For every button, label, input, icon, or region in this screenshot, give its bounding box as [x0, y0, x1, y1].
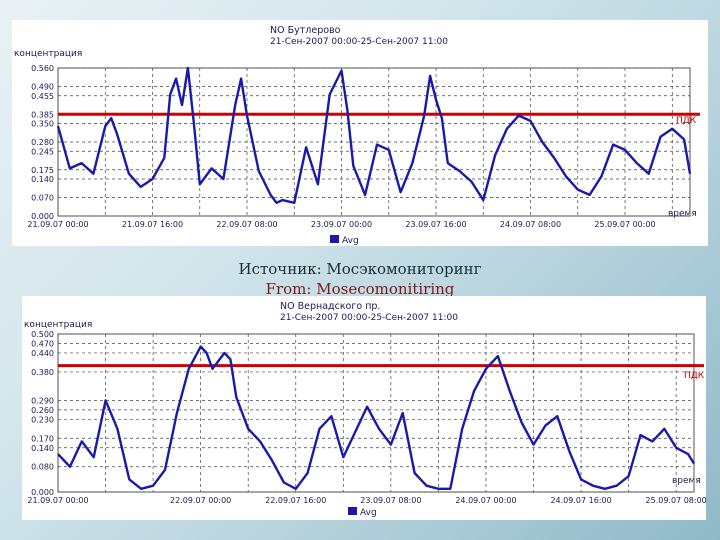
x-tick-label: 23.09.07 16:00 [405, 220, 466, 229]
chart-panel-vernadskogo: NO Вернадского пр. 21-Сен-2007 00:00-25-… [22, 296, 706, 520]
chart-title: NO Бутлерово [270, 25, 341, 36]
y-tick-label: 0.070 [31, 194, 54, 203]
y-tick-label: 0.000 [31, 212, 54, 221]
y-tick-label: 0.245 [31, 147, 54, 156]
y-tick-label: 0.260 [31, 406, 54, 415]
chart-subtitle: 21-Сен-2007 00:00-25-Сен-2007 11:00 [270, 37, 448, 47]
x-tick-label: 21.09.07 00:00 [27, 220, 88, 229]
y-tick-label: 0.500 [31, 330, 54, 339]
chart-subtitle: 21-Сен-2007 00:00-25-Сен-2007 11:00 [280, 313, 458, 323]
chart-vernadskogo: NO Вернадского пр. 21-Сен-2007 00:00-25-… [24, 301, 706, 518]
y-tick-label: 0.560 [31, 64, 54, 73]
y-tick-label: 0.490 [31, 83, 54, 92]
caption-source-en: From: Mosecomonitiring [265, 280, 455, 298]
y-tick-label: 0.385 [31, 110, 54, 119]
y-tick-label: 0.455 [31, 92, 54, 101]
legend-swatch [330, 235, 339, 243]
x-tick-label: 21.09.07 16:00 [122, 220, 183, 229]
legend-swatch [348, 507, 357, 515]
y-tick-label: 0.170 [31, 434, 54, 443]
y-axis-label: концентрация [14, 49, 82, 59]
y-tick-label: 0.140 [31, 444, 54, 453]
y-tick-label: 0.175 [31, 166, 54, 175]
x-tick-label: 23.09.07 00:00 [311, 220, 372, 229]
y-tick-label: 0.140 [31, 175, 54, 184]
x-axis-label: время [672, 476, 701, 486]
y-tick-label: 0.080 [31, 463, 54, 472]
caption-source-ru: Источник: Мосэкомониторинг [238, 260, 482, 278]
chart-butlerovo: NO Бутлерово 21-Сен-2007 00:00-25-Сен-20… [14, 25, 700, 246]
legend-label: Avg [342, 236, 359, 246]
chart-title: NO Вернадского пр. [280, 301, 380, 312]
y-tick-label: 0.230 [31, 415, 54, 424]
x-tick-label: 22.09.07 16:00 [265, 496, 326, 505]
series-line-avg [56, 66, 692, 205]
x-tick-label: 25.09.07 00:00 [594, 220, 655, 229]
y-tick-label: 0.350 [31, 120, 54, 129]
legend-label: Avg [360, 508, 377, 518]
y-tick-label: 0.470 [31, 339, 54, 348]
x-axis-label: время [668, 209, 697, 219]
x-tick-label: 22.09.07 00:00 [170, 496, 231, 505]
y-tick-label: 0.000 [31, 488, 54, 497]
x-tick-label: 24.09.07 16:00 [550, 496, 611, 505]
series-line-avg [57, 345, 696, 491]
x-tick-label: 22.09.07 08:00 [216, 220, 277, 229]
x-tick-label: 21.09.07 00:00 [27, 496, 88, 505]
x-tick-label: 24.09.07 00:00 [455, 496, 516, 505]
y-tick-label: 0.280 [31, 138, 54, 147]
y-tick-label: 0.290 [31, 396, 54, 405]
chart-panel-butlerovo: NO Бутлерово 21-Сен-2007 00:00-25-Сен-20… [12, 20, 708, 246]
y-axis-label: концентрация [24, 320, 92, 330]
threshold-label: ПДК [676, 116, 697, 126]
x-tick-label: 23.09.07 08:00 [360, 496, 421, 505]
y-tick-label: 0.380 [31, 368, 54, 377]
x-tick-label: 25.09.07 08:00 [646, 496, 706, 505]
y-tick-label: 0.440 [31, 349, 54, 358]
x-tick-label: 24.09.07 08:00 [500, 220, 561, 229]
